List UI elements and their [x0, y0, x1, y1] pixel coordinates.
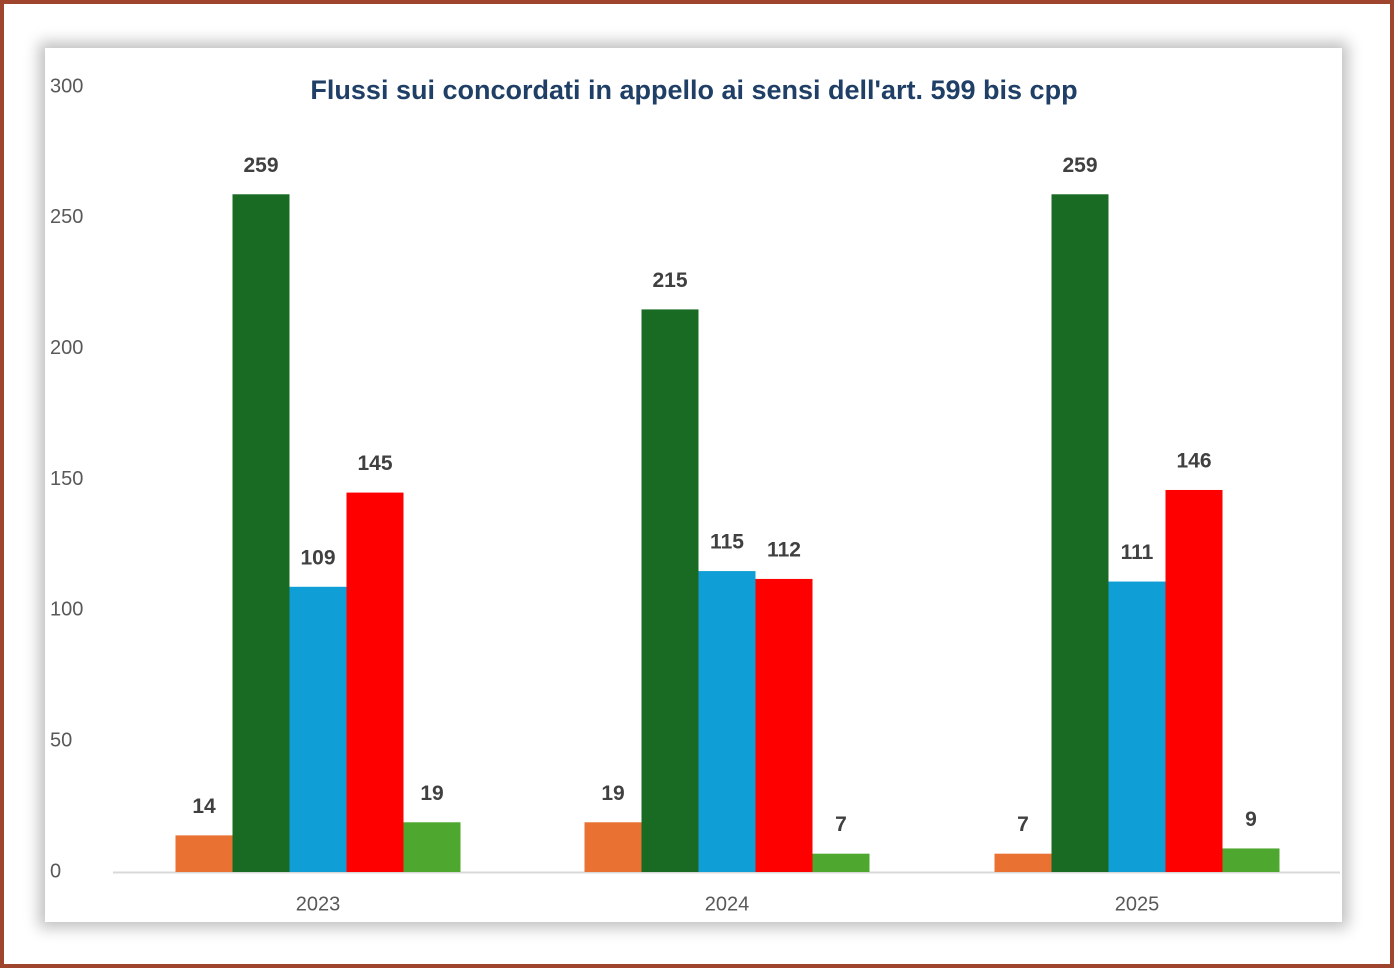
data-label: 112	[767, 538, 801, 561]
bar	[346, 492, 404, 872]
bar	[812, 853, 870, 872]
data-label: 14	[192, 795, 216, 818]
data-label: 145	[357, 452, 392, 475]
chart-title: Flussi sui concordati in appello ai sens…	[310, 75, 1077, 105]
bar	[1108, 581, 1166, 872]
x-tick-label: 2025	[1115, 893, 1160, 915]
data-label: 109	[300, 546, 335, 569]
data-label: 9	[1245, 808, 1257, 831]
data-label: 19	[420, 782, 443, 805]
bar	[1051, 194, 1109, 873]
data-label: 215	[652, 269, 687, 292]
bar	[994, 853, 1052, 872]
bar	[755, 578, 813, 872]
data-label: 7	[835, 813, 847, 836]
bar	[232, 194, 290, 873]
y-tick-label: 200	[50, 337, 83, 359]
y-tick-label: 300	[50, 75, 83, 97]
bar	[175, 835, 233, 872]
bar	[403, 822, 461, 872]
data-label: 146	[1176, 450, 1211, 473]
data-label: 111	[1121, 541, 1154, 564]
bar	[584, 822, 642, 872]
x-tick-label: 2024	[705, 893, 750, 915]
y-tick-label: 100	[50, 599, 83, 621]
y-tick-label: 150	[50, 468, 83, 490]
data-label: 19	[601, 782, 624, 805]
data-label: 115	[710, 531, 744, 554]
y-tick-label: 50	[50, 729, 72, 751]
data-label: 259	[243, 154, 278, 177]
y-tick-label: 0	[50, 860, 61, 882]
bar	[1222, 848, 1280, 872]
bar	[698, 571, 756, 872]
x-tick-label: 2023	[296, 893, 341, 915]
bar	[1165, 489, 1223, 872]
bar	[641, 309, 699, 873]
y-tick-label: 250	[50, 206, 83, 228]
bar	[289, 586, 347, 872]
data-label: 259	[1062, 154, 1097, 177]
data-label: 7	[1017, 813, 1029, 836]
